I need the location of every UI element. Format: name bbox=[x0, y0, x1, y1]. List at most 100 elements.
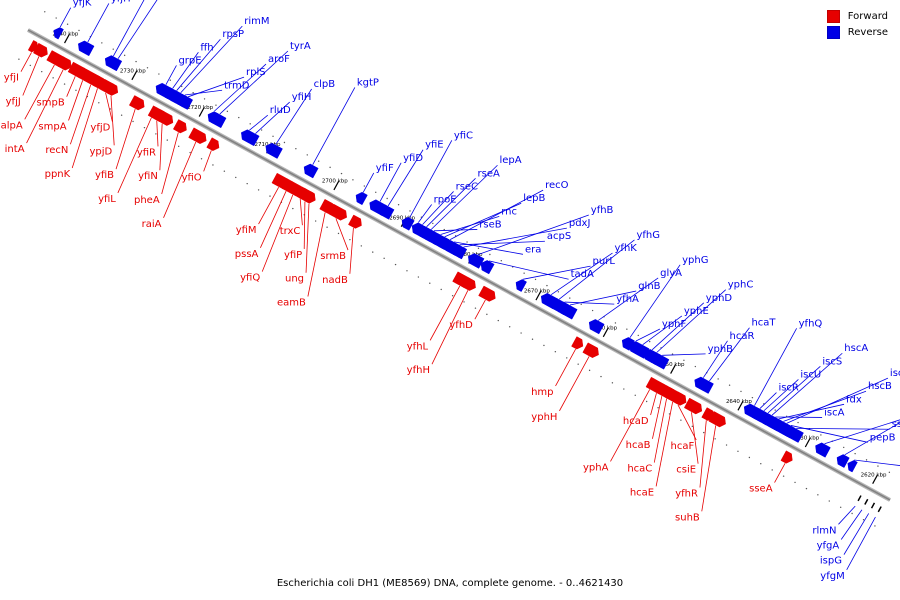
gene-label-reverse: iscX bbox=[890, 368, 900, 379]
gene-label-forward: yphA bbox=[583, 462, 609, 473]
gene-label-reverse: pepB bbox=[870, 432, 896, 443]
gene-arrows bbox=[27, 27, 882, 513]
gene-label-reverse: recO bbox=[545, 180, 569, 191]
gene-label-forward: hcaE bbox=[630, 487, 654, 498]
gene-callouts: yfjKyfjHyfjGyfjFgrpEffhrpsPrimMtrmDrplSa… bbox=[1, 0, 900, 582]
scale-tick-label: 2730 kbp bbox=[120, 68, 146, 74]
gene-label-forward: hcaC bbox=[627, 464, 652, 475]
gene-label-reverse: fdx bbox=[846, 394, 862, 405]
gene-label-reverse: ffh bbox=[200, 42, 213, 53]
gene-label-reverse: iscA bbox=[824, 407, 844, 418]
gene-label-tick: ispG bbox=[820, 556, 842, 567]
legend-forward-label: Forward bbox=[847, 10, 888, 22]
scale-tick-label: 2720 kbp bbox=[187, 105, 213, 111]
scale-tick-label: 2670 kbp bbox=[524, 289, 550, 295]
gene-label-reverse: hscA bbox=[844, 343, 868, 354]
legend-forward: Forward bbox=[826, 8, 888, 24]
gene-label-forward: yfhR bbox=[675, 488, 698, 499]
gene-label-reverse: glyA bbox=[660, 268, 682, 279]
gene-label-forward: hcaB bbox=[626, 440, 651, 451]
gene-label-reverse: yfjH bbox=[111, 0, 131, 4]
gene-label-reverse: rpsP bbox=[222, 29, 244, 40]
gene-label-reverse: yphG bbox=[682, 255, 708, 266]
gene-label-forward: yfiP bbox=[284, 250, 302, 261]
gene-label-reverse: yphC bbox=[728, 280, 754, 291]
forward-swatch bbox=[826, 9, 840, 23]
gene-label-reverse: yfjK bbox=[73, 0, 92, 9]
gene-label-reverse: purL bbox=[593, 256, 616, 267]
gene-label-forward: hcaD bbox=[623, 416, 649, 427]
gene-label-forward: alpA bbox=[1, 120, 23, 131]
gene-label-reverse: rplS bbox=[246, 67, 266, 78]
gene-label-reverse: yfiE bbox=[425, 140, 444, 151]
scale-tick-label: 2700 kbp bbox=[322, 179, 348, 185]
gene-label-tick: rlmN bbox=[812, 525, 836, 536]
scale-tick-label: 2690 kbp bbox=[389, 215, 415, 221]
gene-label-reverse: hcaT bbox=[751, 318, 776, 329]
gene-label-forward: pheA bbox=[134, 195, 160, 206]
gene-label-forward: ppnK bbox=[45, 169, 71, 180]
gene-label-forward: yfiM bbox=[236, 225, 257, 236]
legend-reverse: Reverse bbox=[826, 24, 888, 40]
scale-tick-label: 2620 kbp bbox=[861, 472, 887, 478]
gene-label-reverse: tyrA bbox=[290, 41, 311, 52]
legend-reverse-label: Reverse bbox=[847, 26, 888, 38]
gene-label-forward: yfiL bbox=[98, 194, 116, 205]
gene-label-forward: raiA bbox=[142, 219, 162, 230]
scale-tick-label: 2660 kbp bbox=[591, 325, 617, 331]
gene-label-forward: ypjD bbox=[89, 146, 112, 157]
gene-label-reverse: pdxJ bbox=[569, 218, 591, 229]
gene-label-reverse: hscB bbox=[868, 381, 892, 392]
gene-label-forward: csiE bbox=[676, 465, 696, 476]
gene-label-reverse: yphD bbox=[706, 293, 733, 304]
gene-label-forward: yfiB bbox=[95, 170, 114, 181]
gene-label-reverse: lepB bbox=[523, 193, 545, 204]
scale-tick-label: 2640 kbp bbox=[726, 399, 752, 405]
gene-label-forward: intA bbox=[5, 144, 25, 155]
gene-label-reverse: yfhK bbox=[615, 243, 638, 254]
gene-label-forward: yfjD bbox=[90, 123, 110, 134]
gene-label-forward: recN bbox=[45, 145, 68, 156]
gene-label-reverse: yfiH bbox=[292, 92, 312, 103]
gene-label-forward: trxC bbox=[280, 226, 301, 237]
gene-label-tick: yfgA bbox=[817, 540, 840, 551]
gene-label-reverse: yphB bbox=[708, 344, 734, 355]
gene-label-reverse: trmD bbox=[224, 80, 250, 91]
gene-label-forward: yfjJ bbox=[6, 97, 21, 108]
reverse-swatch bbox=[826, 25, 840, 39]
gene-label-forward: hmp bbox=[531, 387, 553, 398]
gene-label-reverse: acpS bbox=[547, 231, 571, 242]
gene-label-reverse: yfhQ bbox=[799, 318, 823, 329]
gene-label-reverse: rseB bbox=[479, 219, 501, 230]
gene-label-tick: yfgM bbox=[820, 571, 844, 582]
legend: Forward Reverse bbox=[826, 8, 888, 40]
scale-tick-label: 2680 kbp bbox=[457, 252, 483, 258]
gene-label-reverse: rimM bbox=[244, 16, 269, 27]
gene-label-forward: yfiQ bbox=[240, 273, 260, 284]
gene-label-reverse: yfiD bbox=[403, 153, 423, 164]
gene-label-reverse: grpE bbox=[178, 55, 201, 66]
gene-label-reverse: hcaR bbox=[730, 331, 755, 342]
gene-label-forward: pssA bbox=[235, 249, 259, 260]
gene-label-forward: yfhH bbox=[407, 365, 430, 376]
scale-tick-label: 2650 kbp bbox=[659, 362, 685, 368]
gene-label-forward: yphH bbox=[531, 412, 557, 423]
gene-label-forward: smpB bbox=[37, 98, 65, 109]
gene-label-reverse: yphE bbox=[684, 306, 709, 317]
gene-label-reverse: yphF bbox=[662, 319, 687, 330]
gene-label-forward: sseA bbox=[749, 484, 773, 495]
gene-label-reverse: era bbox=[525, 244, 541, 255]
gene-label-reverse: lepA bbox=[499, 155, 521, 166]
gene-label-reverse: glnB bbox=[638, 281, 660, 292]
gene-label-reverse: yfhB bbox=[591, 205, 614, 216]
gene-label-reverse: tadA bbox=[571, 269, 594, 280]
gene-label-forward: yfjI bbox=[4, 73, 19, 84]
gene-label-forward: suhB bbox=[675, 512, 700, 523]
dna-backbone bbox=[27, 28, 891, 502]
scale-tick-label: 2740 kbp bbox=[53, 32, 79, 38]
gene-label-forward: ung bbox=[285, 274, 304, 285]
gene-label-forward: yfiN bbox=[138, 171, 158, 182]
gene-label-forward: yfiO bbox=[182, 172, 202, 183]
